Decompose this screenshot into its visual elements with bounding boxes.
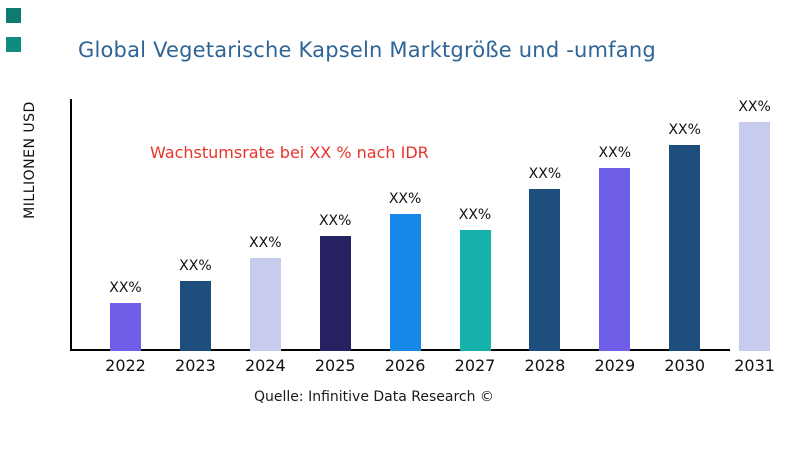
bar-value-label-2022: XX%	[109, 280, 142, 296]
x-tick-label-2026: 2026	[384, 356, 426, 375]
teal-square-bottom-decoration	[6, 37, 21, 52]
x-tick-label-2028: 2028	[524, 356, 566, 375]
bar-2022	[110, 303, 141, 351]
source-attribution: Quelle: Infinitive Data Research ©	[254, 389, 494, 405]
bar-2023	[179, 281, 211, 351]
bar-2031	[739, 122, 771, 351]
x-tick-label-2031: 2031	[734, 356, 775, 375]
chart-title: Global Vegetarische Kapseln Marktgröße u…	[78, 38, 656, 62]
bar-value-label-2025: XX%	[318, 213, 352, 229]
y-axis-label: MILLIONEN USD	[22, 101, 38, 219]
bar-value-label-2023: XX%	[179, 258, 212, 274]
teal-square-top-decoration	[6, 8, 21, 23]
bar-2029	[599, 168, 631, 351]
bar-value-label-2027: XX%	[458, 207, 492, 223]
x-tick-label-2024: 2024	[244, 356, 286, 375]
bar-2026	[389, 214, 421, 351]
bar-value-label-2029: XX%	[598, 145, 632, 161]
bar-value-label-2026: XX%	[388, 191, 422, 207]
y-axis-line	[70, 99, 72, 351]
bar-2028	[529, 189, 561, 351]
x-tick-label-2022: 2022	[105, 356, 146, 375]
x-tick-label-2029: 2029	[594, 356, 636, 375]
bar-value-label-2024: XX%	[249, 235, 282, 251]
growth-rate-annotation: Wachstumsrate bei XX % nach IDR	[150, 143, 429, 162]
bar-2030	[669, 145, 701, 351]
x-tick-label-2027: 2027	[454, 356, 496, 375]
x-tick-label-2023: 2023	[175, 356, 216, 375]
bar-value-label-2031: XX%	[738, 99, 771, 115]
bar-value-label-2028: XX%	[528, 166, 562, 182]
bar-2025	[319, 236, 351, 351]
x-tick-label-2025: 2025	[314, 356, 356, 375]
bar-value-label-2030: XX%	[668, 122, 701, 138]
bar-2027	[459, 230, 491, 351]
x-tick-label-2030: 2030	[664, 356, 706, 375]
bar-2024	[249, 258, 281, 351]
